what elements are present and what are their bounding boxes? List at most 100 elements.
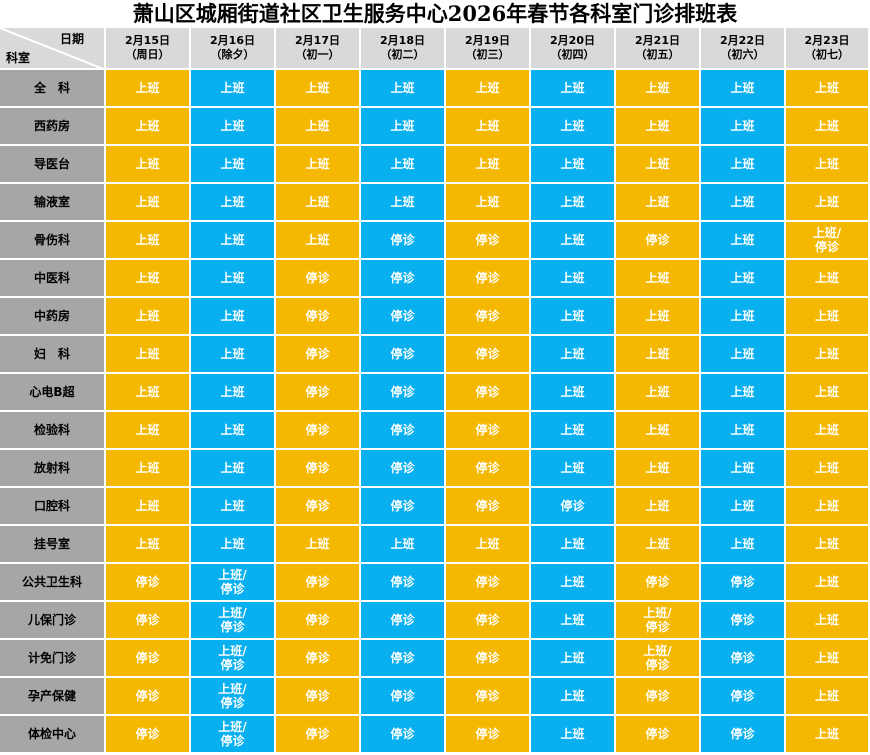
schedule-cell: 上班 [446, 146, 531, 184]
schedule-cell: 上班 [531, 602, 616, 640]
date-label: 2月20日 [550, 34, 595, 47]
schedule-cell: 停诊 [361, 260, 446, 298]
table-row: 心电B超 上班 上班 停诊 停诊 停诊 上班 上班 上班 上班 [0, 374, 870, 412]
schedule-cell: 停诊 [701, 678, 786, 716]
schedule-cell: 停诊 [106, 640, 191, 678]
dept-name: 输液室 [0, 184, 106, 222]
schedule-cell: 上班 [361, 108, 446, 146]
page-title: 萧山区城厢街道社区卫生服务中心2026年春节各科室门诊排班表 [132, 1, 738, 26]
schedule-cell: 上班/停诊 [616, 602, 701, 640]
schedule-cell: 上班 [786, 716, 870, 754]
date-sub-label: （除夕） [210, 48, 255, 61]
table-row: 公共卫生科 停诊 上班/停诊 停诊 停诊 停诊 上班 停诊 停诊 上班 [0, 564, 870, 602]
schedule-cell: 停诊 [276, 374, 361, 412]
schedule-cell: 上班 [786, 450, 870, 488]
schedule-cell: 停诊 [276, 640, 361, 678]
schedule-cell: 上班 [531, 298, 616, 336]
schedule-cell: 上班 [446, 108, 531, 146]
date-header: 2月15日 （周日） [106, 28, 191, 70]
schedule-cell: 停诊 [446, 564, 531, 602]
schedule-cell: 停诊 [276, 678, 361, 716]
schedule-cell: 停诊 [106, 678, 191, 716]
schedule-cell: 上班 [786, 640, 870, 678]
date-header: 2月17日 （初一） [276, 28, 361, 70]
date-header: 2月16日 （除夕） [191, 28, 276, 70]
date-label: 2月21日 [635, 34, 680, 47]
schedule-cell: 停诊 [106, 716, 191, 754]
schedule-cell: 上班 [786, 108, 870, 146]
date-header: 2月22日 （初六） [701, 28, 786, 70]
schedule-cell: 停诊 [361, 412, 446, 450]
dept-name: 公共卫生科 [0, 564, 106, 602]
schedule-cell: 上班 [276, 526, 361, 564]
schedule-cell: 上班 [106, 260, 191, 298]
schedule-cell: 上班 [531, 412, 616, 450]
schedule-cell: 上班 [531, 260, 616, 298]
schedule-cell: 上班 [786, 298, 870, 336]
table-row: 孕产保健 停诊 上班/停诊 停诊 停诊 停诊 上班 停诊 停诊 上班 [0, 678, 870, 716]
schedule-cell: 上班 [191, 260, 276, 298]
schedule-cell: 停诊 [361, 678, 446, 716]
schedule-cell: 停诊 [276, 298, 361, 336]
schedule-cell: 上班 [701, 526, 786, 564]
schedule-cell: 停诊 [361, 336, 446, 374]
schedule-cell: 上班 [701, 450, 786, 488]
dept-name: 放射科 [0, 450, 106, 488]
schedule-cell: 上班 [786, 526, 870, 564]
schedule-cell: 停诊 [701, 564, 786, 602]
schedule-cell: 上班 [446, 184, 531, 222]
date-label: 2月22日 [720, 34, 765, 47]
schedule-cell: 上班 [531, 450, 616, 488]
dept-name: 心电B超 [0, 374, 106, 412]
schedule-cell: 上班 [531, 564, 616, 602]
schedule-cell: 上班 [616, 412, 701, 450]
schedule-cell: 上班 [701, 108, 786, 146]
schedule-cell: 上班 [786, 678, 870, 716]
dept-name: 中医科 [0, 260, 106, 298]
schedule-cell: 上班 [786, 184, 870, 222]
schedule-cell: 停诊 [446, 336, 531, 374]
schedule-cell: 上班 [701, 374, 786, 412]
schedule-cell: 上班 [276, 70, 361, 108]
schedule-cell: 上班 [701, 260, 786, 298]
schedule-cell: 上班/停诊 [616, 640, 701, 678]
schedule-cell: 上班 [361, 146, 446, 184]
schedule-cell: 停诊 [276, 412, 361, 450]
date-label: 2月16日 [210, 34, 255, 47]
schedule-cell: 上班 [191, 222, 276, 260]
schedule-cell: 停诊 [446, 488, 531, 526]
schedule-cell: 停诊 [276, 450, 361, 488]
schedule-cell: 上班 [786, 602, 870, 640]
dept-name: 中药房 [0, 298, 106, 336]
table-row: 挂号室 上班 上班 上班 上班 上班 上班 上班 上班 上班 [0, 526, 870, 564]
schedule-cell: 上班 [786, 70, 870, 108]
date-label: 2月19日 [465, 34, 510, 47]
schedule-cell: 停诊 [361, 488, 446, 526]
schedule-cell: 上班 [701, 298, 786, 336]
corner-date-label: 日期 [59, 32, 84, 46]
table-row: 体检中心 停诊 上班/停诊 停诊 停诊 停诊 上班 停诊 停诊 上班 [0, 716, 870, 754]
schedule-cell: 上班 [786, 412, 870, 450]
schedule-cell: 上班 [786, 564, 870, 602]
corner-dept-label: 科室 [6, 51, 31, 65]
dept-name: 妇 科 [0, 336, 106, 374]
schedule-cell: 停诊 [276, 488, 361, 526]
schedule-cell: 停诊 [616, 564, 701, 602]
schedule-cell: 停诊 [701, 716, 786, 754]
schedule-cell: 上班 [786, 336, 870, 374]
schedule-cell: 上班 [106, 108, 191, 146]
date-sub-label: （初六） [720, 48, 765, 61]
schedule-cell: 停诊 [446, 602, 531, 640]
schedule-cell: 上班 [786, 146, 870, 184]
schedule-cell: 停诊 [276, 602, 361, 640]
table-row: 中药房 上班 上班 停诊 停诊 停诊 上班 上班 上班 上班 [0, 298, 870, 336]
schedule-cell: 上班 [616, 108, 701, 146]
dept-name: 体检中心 [0, 716, 106, 754]
date-header: 2月23日 （初七） [786, 28, 870, 70]
schedule-cell: 停诊 [701, 602, 786, 640]
schedule-cell: 上班 [701, 412, 786, 450]
schedule-cell: 上班 [616, 526, 701, 564]
table-row: 口腔科 上班 上班 停诊 停诊 停诊 停诊 上班 上班 上班 [0, 488, 870, 526]
schedule-cell: 停诊 [276, 716, 361, 754]
schedule-cell: 上班 [616, 450, 701, 488]
